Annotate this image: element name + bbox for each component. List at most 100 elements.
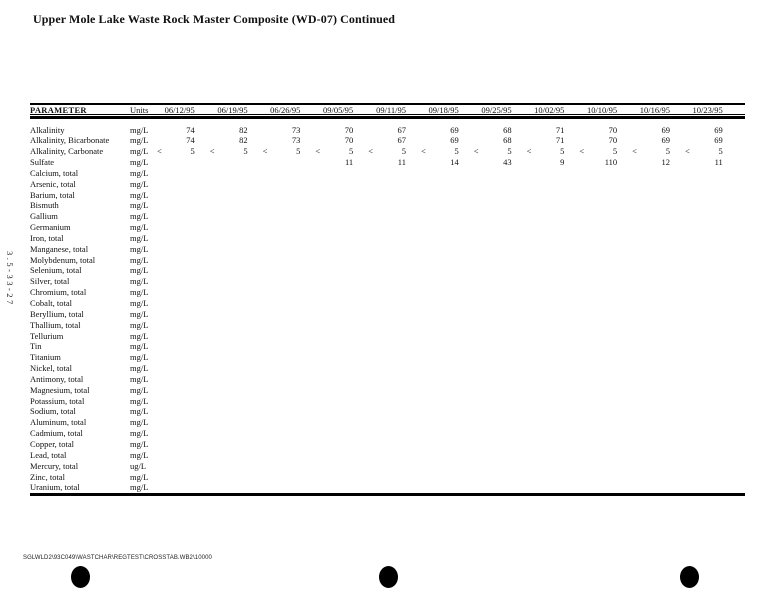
value-cell bbox=[144, 265, 197, 276]
value-cell bbox=[672, 461, 725, 472]
value-cell bbox=[566, 179, 619, 190]
value-cell bbox=[355, 396, 408, 407]
parameter-name: Zinc, total bbox=[30, 471, 65, 482]
parameter-name: Uranium, total bbox=[30, 482, 80, 493]
value-cell bbox=[672, 450, 725, 461]
value-cell bbox=[250, 168, 303, 179]
less-than-qualifier: < bbox=[262, 146, 268, 157]
value-cell bbox=[461, 472, 514, 483]
value-cell bbox=[144, 374, 197, 385]
value-cell bbox=[461, 244, 514, 255]
value-cell bbox=[566, 265, 619, 276]
parameter-name: Antimony, total bbox=[30, 373, 84, 384]
value-cell bbox=[144, 450, 197, 461]
value-cell bbox=[250, 276, 303, 287]
value-cell bbox=[566, 331, 619, 342]
value-cell: 73 bbox=[250, 135, 303, 146]
table-row: Arsenic, total mg/L bbox=[30, 179, 745, 190]
units-value: ug/L bbox=[130, 460, 147, 471]
value-cell: 74 bbox=[144, 135, 197, 146]
value-cell bbox=[197, 461, 250, 472]
value-cell bbox=[672, 276, 725, 287]
value-cell bbox=[250, 472, 303, 483]
value-cell bbox=[197, 244, 250, 255]
value-cell bbox=[672, 352, 725, 363]
value-cell bbox=[408, 472, 461, 483]
cell-value: 68 bbox=[503, 124, 512, 135]
value-cell bbox=[514, 331, 567, 342]
margin-reference-code: 3.5-33-27 bbox=[5, 251, 15, 307]
table-row: Zinc, total mg/L bbox=[30, 472, 745, 483]
parameter-name: Gallium bbox=[30, 211, 58, 222]
value-cell bbox=[461, 265, 514, 276]
table-row: Tin mg/L bbox=[30, 341, 745, 352]
column-header-date: 09/05/95 bbox=[322, 105, 354, 115]
value-cell bbox=[408, 482, 461, 493]
hole-punch-dot bbox=[680, 566, 699, 588]
value-cell bbox=[197, 200, 250, 211]
value-cell bbox=[672, 320, 725, 331]
value-cell: 73 bbox=[250, 125, 303, 136]
value-cell bbox=[302, 374, 355, 385]
parameter-name: Barium, total bbox=[30, 189, 75, 200]
value-cell bbox=[302, 287, 355, 298]
value-cell bbox=[566, 363, 619, 374]
value-cell bbox=[461, 287, 514, 298]
value-cell bbox=[672, 385, 725, 396]
value-cell bbox=[355, 200, 408, 211]
units-value: mg/L bbox=[130, 287, 149, 298]
value-cell bbox=[250, 190, 303, 201]
value-cell bbox=[355, 406, 408, 417]
value-cell: <5 bbox=[672, 146, 725, 157]
value-cell bbox=[250, 450, 303, 461]
value-cell bbox=[566, 406, 619, 417]
parameter-name: Silver, total bbox=[30, 276, 70, 287]
units-value: mg/L bbox=[130, 406, 149, 417]
value-cell bbox=[355, 244, 408, 255]
value-cell bbox=[355, 428, 408, 439]
cell-value: 9 bbox=[560, 157, 565, 168]
value-cell bbox=[619, 374, 672, 385]
value-cell bbox=[619, 352, 672, 363]
value-cell bbox=[619, 309, 672, 320]
parameter-name: Cadmium, total bbox=[30, 428, 83, 439]
value-cell bbox=[672, 341, 725, 352]
table-row: Sulfate mg/L 11 11 14 43 9 110 12 11 bbox=[30, 157, 745, 168]
value-cell bbox=[144, 385, 197, 396]
table-row: Lead, total mg/L bbox=[30, 450, 745, 461]
value-cell bbox=[672, 374, 725, 385]
value-cell bbox=[144, 482, 197, 493]
value-cell bbox=[672, 168, 725, 179]
value-cell bbox=[144, 255, 197, 266]
value-cell bbox=[197, 190, 250, 201]
value-cell bbox=[355, 309, 408, 320]
table-row: Magnesium, total mg/L bbox=[30, 385, 745, 396]
value-cell bbox=[302, 211, 355, 222]
value-cell bbox=[250, 211, 303, 222]
value-cell: 11 bbox=[302, 157, 355, 168]
less-than-qualifier: < bbox=[526, 146, 532, 157]
header-divider-rule bbox=[30, 116, 745, 119]
value-cell bbox=[514, 276, 567, 287]
column-header-units: Units bbox=[130, 105, 149, 115]
value-cell bbox=[144, 211, 197, 222]
value-cell bbox=[514, 439, 567, 450]
value-cell bbox=[566, 168, 619, 179]
units-value: mg/L bbox=[130, 298, 149, 308]
value-cell: 68 bbox=[461, 135, 514, 146]
value-cell bbox=[514, 461, 567, 472]
value-cell bbox=[250, 331, 303, 342]
value-cell bbox=[514, 450, 567, 461]
value-cell bbox=[197, 406, 250, 417]
value-cell bbox=[514, 179, 567, 190]
value-cell bbox=[566, 287, 619, 298]
table-row: Molybdenum, total mg/L bbox=[30, 255, 745, 266]
value-cell bbox=[461, 450, 514, 461]
value-cell bbox=[250, 406, 303, 417]
value-cell: <5 bbox=[302, 146, 355, 157]
less-than-qualifier: < bbox=[368, 146, 373, 157]
data-table: PARAMETER Units 06/12/95 06/19/95 06/26/95… bbox=[30, 103, 745, 496]
cell-value: 11 bbox=[397, 157, 406, 168]
cell-value: 5 bbox=[401, 146, 406, 157]
value-cell bbox=[408, 179, 461, 190]
